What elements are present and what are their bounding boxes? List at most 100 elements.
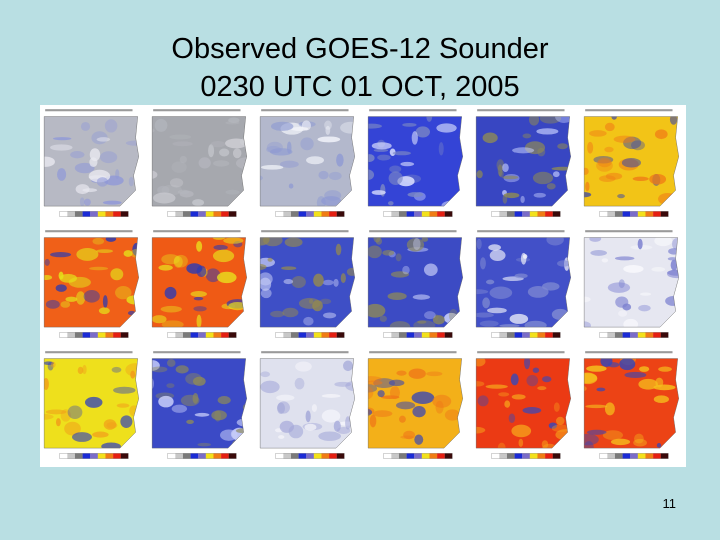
color-scale-segment — [298, 453, 307, 459]
color-scale-segment — [421, 453, 430, 459]
slide-number: 11 — [662, 496, 677, 511]
panel-header-text-line — [153, 109, 241, 112]
color-scale-segment — [406, 211, 415, 217]
panel-header-text-line — [585, 230, 673, 233]
color-scale-segment — [537, 453, 546, 459]
color-scale-segment — [120, 453, 129, 459]
satellite-image — [41, 106, 145, 217]
color-scale-bar — [383, 453, 453, 459]
color-scale-segment — [506, 332, 515, 338]
satellite-channel-image — [149, 348, 253, 466]
color-scale-segment — [113, 453, 121, 459]
color-scale-segment — [599, 453, 608, 459]
color-scale-segment — [552, 211, 561, 217]
color-scale-segment — [383, 332, 392, 338]
satellite-image — [473, 106, 577, 217]
color-scale-segment — [522, 453, 530, 459]
color-scale-segment — [645, 211, 654, 217]
color-scale-segment — [537, 332, 546, 338]
color-scale-segment — [630, 332, 638, 338]
satellite-image — [365, 348, 469, 459]
color-scale-segment — [175, 211, 184, 217]
map-texture — [584, 237, 679, 328]
color-scale-segment — [398, 211, 407, 217]
color-scale-segment — [213, 332, 222, 338]
color-scale-segment — [499, 211, 508, 217]
color-scale-segment — [599, 332, 608, 338]
color-scale-segment — [205, 453, 214, 459]
panel-header-text-line — [153, 230, 241, 233]
map-texture — [584, 358, 676, 449]
color-scale-bar — [599, 453, 669, 459]
map-outline — [583, 358, 679, 449]
map-region — [44, 237, 139, 328]
satellite-channel-image — [41, 227, 145, 345]
color-scale-segment — [491, 332, 500, 338]
color-scale-segment — [198, 211, 206, 217]
color-scale-segment — [414, 211, 422, 217]
map-texture — [44, 361, 139, 449]
color-scale-segment — [67, 211, 76, 217]
color-scale-segment — [499, 332, 508, 338]
color-scale-segment — [306, 332, 314, 338]
color-scale-segment — [545, 211, 553, 217]
color-scale-segment — [537, 211, 546, 217]
color-scale-segment — [514, 453, 523, 459]
map-texture — [152, 359, 247, 449]
map-outline — [367, 116, 463, 207]
color-scale-segment — [545, 332, 553, 338]
map-outline — [367, 358, 463, 449]
map-outline — [583, 237, 679, 328]
map-outline — [259, 237, 355, 328]
color-scale-bar — [275, 453, 345, 459]
color-scale-segment — [306, 453, 314, 459]
satellite-image — [149, 106, 253, 217]
color-scale-segment — [653, 453, 661, 459]
satellite-image — [473, 348, 577, 459]
color-scale-bar — [383, 211, 453, 217]
color-scale-bar — [599, 332, 669, 338]
color-scale-segment — [391, 453, 400, 459]
color-scale-segment — [290, 211, 299, 217]
map-texture — [476, 237, 571, 328]
color-scale-segment — [90, 211, 98, 217]
satellite-image — [365, 106, 469, 217]
color-scale-segment — [120, 332, 129, 338]
color-scale-segment — [67, 332, 76, 338]
color-scale-segment — [653, 211, 661, 217]
satellite-image — [257, 348, 361, 459]
color-scale-bar — [275, 211, 345, 217]
map-texture — [260, 237, 355, 326]
satellite-channel-image — [41, 106, 145, 224]
panel-header-text-line — [261, 109, 349, 112]
color-scale-segment — [105, 453, 114, 459]
color-scale-segment — [221, 453, 229, 459]
map-outline — [475, 237, 571, 328]
color-scale-segment — [90, 453, 98, 459]
color-scale-segment — [599, 211, 608, 217]
color-scale-segment — [228, 211, 237, 217]
color-scale-segment — [637, 211, 646, 217]
panel-header-text-line — [585, 351, 673, 354]
color-scale-segment — [167, 332, 176, 338]
color-scale-bar — [167, 453, 237, 459]
color-scale-segment — [514, 211, 523, 217]
panel-header-text-line — [585, 109, 673, 112]
color-scale-segment — [630, 211, 638, 217]
color-scale-segment — [313, 453, 322, 459]
color-scale-segment — [414, 332, 422, 338]
color-scale-segment — [205, 332, 214, 338]
color-scale-segment — [622, 332, 631, 338]
color-scale-segment — [329, 453, 337, 459]
map-region — [476, 116, 571, 207]
map-outline — [43, 358, 139, 449]
color-scale-segment — [275, 453, 284, 459]
color-scale-segment — [637, 453, 646, 459]
map-region — [152, 358, 247, 449]
color-scale-segment — [622, 453, 631, 459]
color-scale-segment — [529, 211, 538, 217]
map-outline — [259, 358, 355, 449]
color-scale-segment — [506, 453, 515, 459]
color-scale-segment — [545, 453, 553, 459]
color-scale-segment — [105, 211, 114, 217]
